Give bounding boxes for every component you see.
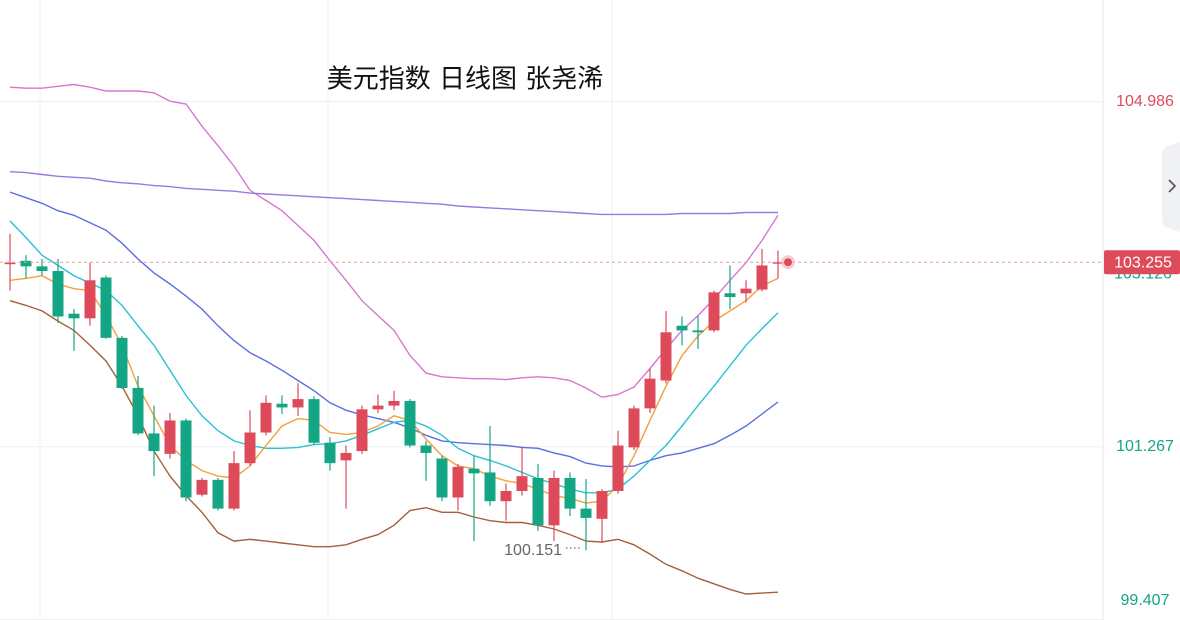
candle-body bbox=[724, 293, 736, 298]
candle-body bbox=[468, 468, 480, 474]
candle-body bbox=[276, 403, 288, 408]
overlay: 104.986101.26799.407100.151103.126103.25… bbox=[0, 93, 1180, 609]
collapse-arrow[interactable] bbox=[1168, 179, 1177, 193]
candle-body bbox=[292, 399, 304, 408]
candle-body bbox=[676, 325, 688, 331]
candle-body bbox=[228, 463, 240, 509]
indicator-line bbox=[9, 220, 779, 494]
candle-body bbox=[244, 432, 256, 464]
candle-body bbox=[596, 490, 608, 519]
candle-body bbox=[84, 280, 96, 319]
candle-body bbox=[740, 288, 752, 294]
candle-body bbox=[564, 477, 576, 509]
candle-body bbox=[404, 400, 416, 446]
candle-body bbox=[420, 445, 432, 453]
collapse-button[interactable] bbox=[1162, 142, 1180, 232]
collapse-tab[interactable] bbox=[1162, 142, 1180, 232]
candle-body bbox=[692, 330, 704, 333]
candle-body bbox=[484, 472, 496, 502]
candles bbox=[4, 233, 784, 551]
candle-body bbox=[196, 479, 208, 495]
candle-body bbox=[436, 458, 448, 498]
current-price-label: 103.255 bbox=[1114, 254, 1172, 271]
candle-body bbox=[388, 400, 400, 406]
candle-body bbox=[100, 277, 112, 338]
y-tick-label: 99.407 bbox=[1121, 592, 1170, 609]
candle-body bbox=[452, 466, 464, 498]
current-price-dot bbox=[784, 258, 792, 267]
y-tick-label: 101.267 bbox=[1116, 438, 1174, 455]
candle-body bbox=[260, 402, 272, 433]
candle-body bbox=[68, 313, 80, 319]
low-annotation: 100.151 bbox=[504, 542, 562, 559]
candle-body bbox=[756, 265, 768, 290]
candle-body bbox=[644, 378, 656, 409]
y-tick-label: 104.986 bbox=[1116, 93, 1174, 110]
candle-body bbox=[148, 433, 160, 452]
candle-body bbox=[340, 452, 352, 461]
candle-body bbox=[308, 399, 320, 443]
candle-body bbox=[772, 262, 784, 264]
candle-body bbox=[132, 387, 144, 434]
candle-body bbox=[36, 266, 48, 272]
indicator-line bbox=[9, 171, 778, 216]
candle-body bbox=[548, 477, 560, 526]
candle-body bbox=[180, 420, 192, 498]
candle-body bbox=[20, 260, 32, 267]
candle-body bbox=[324, 442, 336, 464]
candle-body bbox=[4, 262, 16, 265]
candle-body bbox=[580, 508, 592, 518]
candle-body bbox=[628, 408, 640, 448]
candle-body bbox=[212, 479, 224, 509]
current-price-box bbox=[1104, 250, 1180, 275]
candle-body bbox=[356, 409, 368, 452]
candle-body bbox=[500, 490, 512, 502]
candle-body bbox=[116, 337, 128, 388]
candle-body bbox=[660, 332, 672, 381]
candle-body bbox=[612, 445, 624, 491]
candle-body bbox=[164, 420, 176, 454]
candle-body bbox=[372, 405, 384, 410]
candle-body bbox=[708, 292, 720, 331]
candle-body bbox=[516, 476, 528, 491]
chart-title: 美元指数 日线图 张尧浠 bbox=[327, 65, 604, 95]
candle-body bbox=[532, 477, 544, 526]
candle-body bbox=[52, 271, 64, 317]
